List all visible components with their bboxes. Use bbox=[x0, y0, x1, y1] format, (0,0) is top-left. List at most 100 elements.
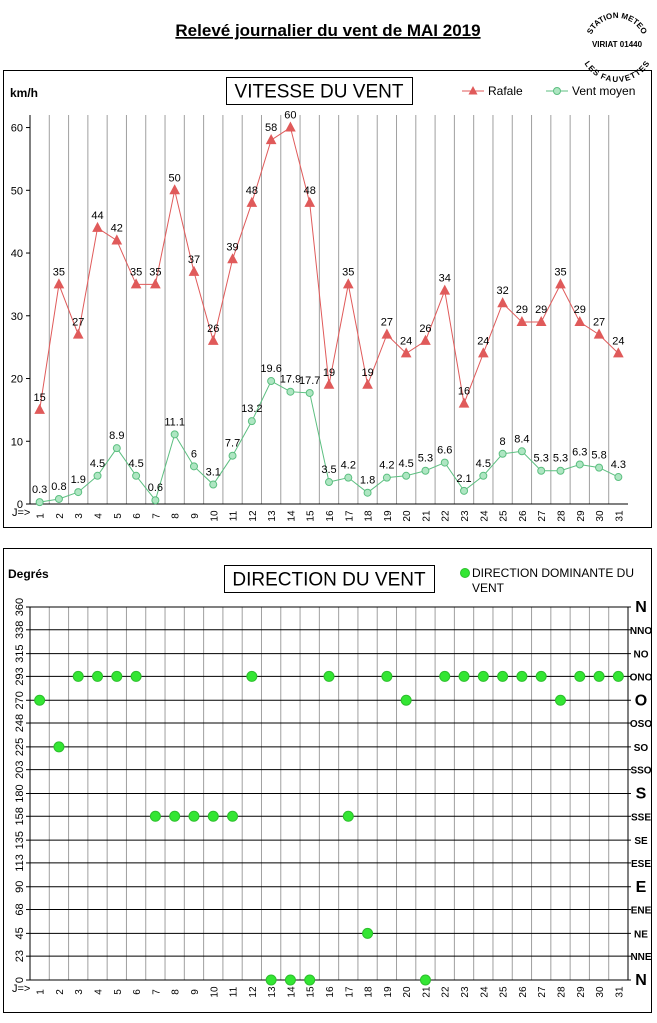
y-tick-label: 360 bbox=[14, 598, 26, 616]
data-label: 1.8 bbox=[360, 475, 375, 487]
y-tick-label: 248 bbox=[14, 714, 26, 732]
data-label: 15 bbox=[34, 392, 46, 404]
data-label: 35 bbox=[53, 266, 65, 278]
data-label: 8.9 bbox=[109, 430, 124, 442]
marker bbox=[92, 670, 104, 682]
data-label: 32 bbox=[496, 285, 508, 297]
x-axis-label: J=> bbox=[12, 507, 30, 519]
y-tick-label: 30 bbox=[11, 311, 23, 323]
data-label: 17.9 bbox=[280, 374, 301, 386]
x-tick-label: 8 bbox=[171, 513, 182, 519]
data-label: 35 bbox=[149, 266, 161, 278]
x-tick-label: 7 bbox=[151, 513, 162, 519]
legend-label: Rafale bbox=[488, 84, 523, 98]
y2-tick-label: N bbox=[635, 972, 647, 989]
data-label: 17.7 bbox=[299, 375, 320, 387]
data-label: 48 bbox=[246, 185, 258, 197]
y2-tick-label: SSE bbox=[631, 812, 651, 823]
data-label: 1.9 bbox=[71, 474, 86, 486]
data-label: 24 bbox=[400, 335, 412, 347]
data-label: 48 bbox=[304, 185, 316, 197]
legend-label: DIRECTION DOMINANTE DU VENT bbox=[472, 566, 634, 595]
y-tick-label: 203 bbox=[14, 760, 26, 778]
y2-tick-label: S bbox=[636, 786, 647, 803]
y2-tick-label: NE bbox=[634, 929, 648, 940]
data-label: 27 bbox=[593, 317, 605, 329]
data-label: 4.5 bbox=[128, 458, 143, 470]
marker bbox=[188, 265, 200, 276]
marker bbox=[34, 694, 46, 706]
marker bbox=[34, 403, 45, 414]
x-tick-label: 1 bbox=[36, 989, 47, 995]
marker bbox=[479, 471, 488, 480]
y2-tick-label: NNO bbox=[630, 626, 652, 637]
marker bbox=[53, 741, 65, 753]
data-label: 35 bbox=[554, 266, 566, 278]
x-tick-label: 22 bbox=[441, 986, 452, 998]
marker bbox=[304, 974, 316, 986]
marker bbox=[304, 196, 316, 207]
marker bbox=[593, 670, 605, 682]
y2-tick-label: N bbox=[635, 599, 647, 616]
y-tick-label: 68 bbox=[14, 903, 26, 915]
legend-marker bbox=[468, 86, 478, 95]
marker bbox=[535, 315, 547, 327]
y-tick-label: 293 bbox=[14, 667, 26, 685]
marker bbox=[151, 496, 160, 505]
marker bbox=[228, 451, 237, 460]
marker bbox=[150, 278, 161, 289]
data-label: 26 bbox=[207, 323, 219, 335]
data-label: 13.2 bbox=[241, 403, 262, 415]
marker bbox=[574, 315, 586, 327]
data-label: 8.4 bbox=[514, 433, 529, 445]
page-title: Relevé journalier du vent de MAI 2019 bbox=[175, 21, 480, 40]
x-tick-label: 8 bbox=[171, 989, 182, 995]
marker bbox=[537, 466, 546, 475]
y-tick-label: 315 bbox=[14, 644, 26, 662]
marker bbox=[554, 694, 566, 706]
marker bbox=[556, 466, 565, 475]
y-tick-label: 40 bbox=[11, 248, 23, 260]
x-tick-label: 11 bbox=[229, 510, 240, 521]
marker bbox=[209, 480, 218, 489]
x-tick-label: 22 bbox=[441, 510, 452, 522]
data-label: 6 bbox=[191, 448, 197, 460]
data-label: 7.7 bbox=[225, 438, 240, 450]
marker bbox=[130, 670, 142, 682]
y-tick-label: 0 bbox=[14, 977, 26, 983]
chart-frame bbox=[3, 70, 652, 528]
x-tick-label: 17 bbox=[344, 986, 355, 998]
marker bbox=[305, 388, 314, 397]
x-tick-label: 28 bbox=[556, 986, 567, 998]
legend-label-line: DIRECTION DOMINANTE DU bbox=[472, 566, 634, 580]
data-label: 3.5 bbox=[321, 464, 336, 476]
y-tick-label: 158 bbox=[14, 807, 26, 825]
data-label: 4.2 bbox=[379, 460, 394, 472]
marker bbox=[362, 378, 373, 389]
marker bbox=[189, 462, 198, 471]
data-label: 5.3 bbox=[534, 453, 549, 465]
marker bbox=[363, 488, 372, 497]
marker bbox=[342, 810, 354, 822]
chart-frame bbox=[3, 548, 652, 1013]
data-label: 29 bbox=[516, 304, 528, 316]
marker bbox=[149, 810, 161, 822]
legend-label: Vent moyen bbox=[572, 84, 635, 98]
marker bbox=[93, 471, 102, 480]
data-label: 24 bbox=[477, 335, 489, 347]
y2-tick-label: ENE bbox=[631, 906, 652, 917]
x-tick-label: 18 bbox=[364, 986, 375, 998]
stamp-middle: VIRIAT 01440 bbox=[592, 40, 643, 49]
x-tick-label: 12 bbox=[248, 986, 259, 998]
marker bbox=[130, 278, 142, 289]
x-tick-label: 2 bbox=[55, 513, 66, 519]
marker bbox=[246, 196, 258, 207]
marker bbox=[227, 810, 239, 822]
x-tick-label: 10 bbox=[209, 510, 220, 522]
marker bbox=[246, 670, 258, 682]
data-label: 11.1 bbox=[164, 416, 185, 428]
x-tick-label: 19 bbox=[383, 510, 394, 522]
y-tick-label: 0 bbox=[17, 499, 23, 511]
x-tick-label: 3 bbox=[74, 513, 85, 519]
